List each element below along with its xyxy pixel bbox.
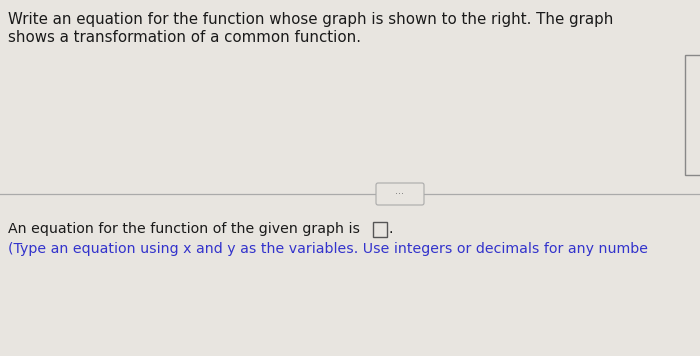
FancyBboxPatch shape bbox=[685, 55, 700, 175]
Text: (Type an equation using x and y as the variables. Use integers or decimals for a: (Type an equation using x and y as the v… bbox=[8, 242, 648, 256]
Text: .: . bbox=[388, 222, 393, 236]
FancyBboxPatch shape bbox=[373, 222, 387, 237]
Text: shows a transformation of a common function.: shows a transformation of a common funct… bbox=[8, 30, 361, 45]
Text: An equation for the function of the given graph is: An equation for the function of the give… bbox=[8, 222, 360, 236]
Text: ···: ··· bbox=[395, 189, 405, 199]
FancyBboxPatch shape bbox=[376, 183, 424, 205]
Text: Write an equation for the function whose graph is shown to the right. The graph: Write an equation for the function whose… bbox=[8, 12, 613, 27]
